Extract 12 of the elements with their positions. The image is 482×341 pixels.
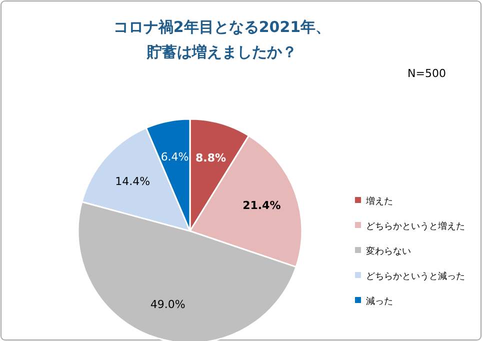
data-label: 6.4% — [160, 150, 189, 164]
data-label: 21.4% — [242, 199, 281, 212]
legend-label: どちらかというと増えた — [366, 221, 465, 232]
legend-label: 変わらない — [366, 246, 411, 257]
legend-label: どちらかというと減った — [366, 271, 465, 282]
text: N=500 — [408, 67, 446, 80]
data-label: 49.0% — [150, 298, 186, 311]
legend-label: 減った — [366, 296, 393, 307]
chart-title: コロナ禍2年目となる2021年、貯蓄は増えましたか？ — [113, 18, 331, 61]
data-label: 14.4% — [115, 174, 150, 188]
data-label: 8.8% — [196, 152, 226, 165]
legend-label: 増えた — [365, 196, 393, 207]
